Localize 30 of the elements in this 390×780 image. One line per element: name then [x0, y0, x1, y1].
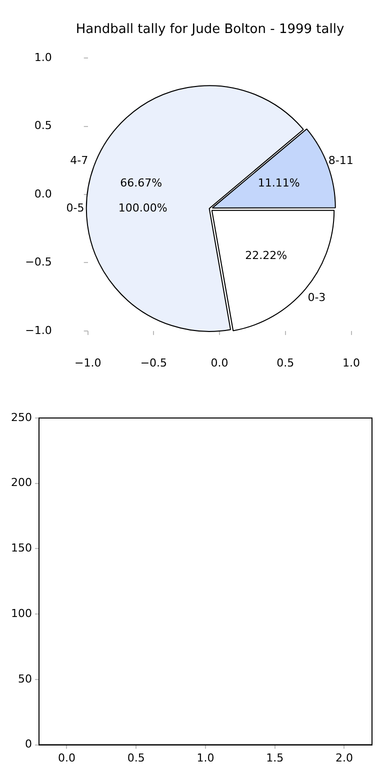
data-label: 66.67%	[120, 176, 162, 190]
y-tick-label: 0.0	[34, 187, 52, 200]
slice-label: 4-7	[70, 154, 88, 168]
x-tick-label: 1.5	[266, 751, 284, 764]
x-tick-label: 0.0	[58, 751, 76, 764]
x-tick-label: 0.0	[210, 356, 228, 370]
annotation: 100.00%	[118, 202, 168, 215]
text: 0-5	[66, 202, 84, 215]
y-tick-label: 250	[10, 410, 32, 424]
slice-label: 8-11	[328, 154, 354, 168]
slice-label: 0-3	[308, 291, 326, 304]
y-tick-label: −1.0	[25, 324, 52, 337]
x-tick-label: 1.0	[196, 751, 214, 764]
data-label: 22.22%	[245, 248, 288, 262]
x-tick-label: −1.0	[74, 356, 102, 370]
data-label: 11.11%	[258, 176, 300, 190]
y-tick-label: 50	[18, 672, 32, 686]
x-tick-label: 1.0	[342, 356, 360, 370]
y-tick-label: 150	[10, 542, 32, 555]
x-tick-label: −0.5	[140, 356, 168, 370]
y-tick-label: 0	[24, 738, 32, 751]
x-tick-label: 0.5	[276, 356, 294, 370]
y-tick-label: −0.5	[25, 256, 52, 269]
y-tick-label: 0.5	[34, 119, 52, 132]
y-tick-label: 1.0	[34, 50, 52, 64]
x-tick-label: 0.5	[127, 751, 145, 764]
y-tick-label: 100	[10, 606, 32, 620]
x-tick-label: 2.0	[336, 751, 353, 764]
y-tick-label: 200	[10, 476, 32, 490]
chart-title: Handball tally for Jude Bolton - 1999 tally	[76, 22, 344, 38]
